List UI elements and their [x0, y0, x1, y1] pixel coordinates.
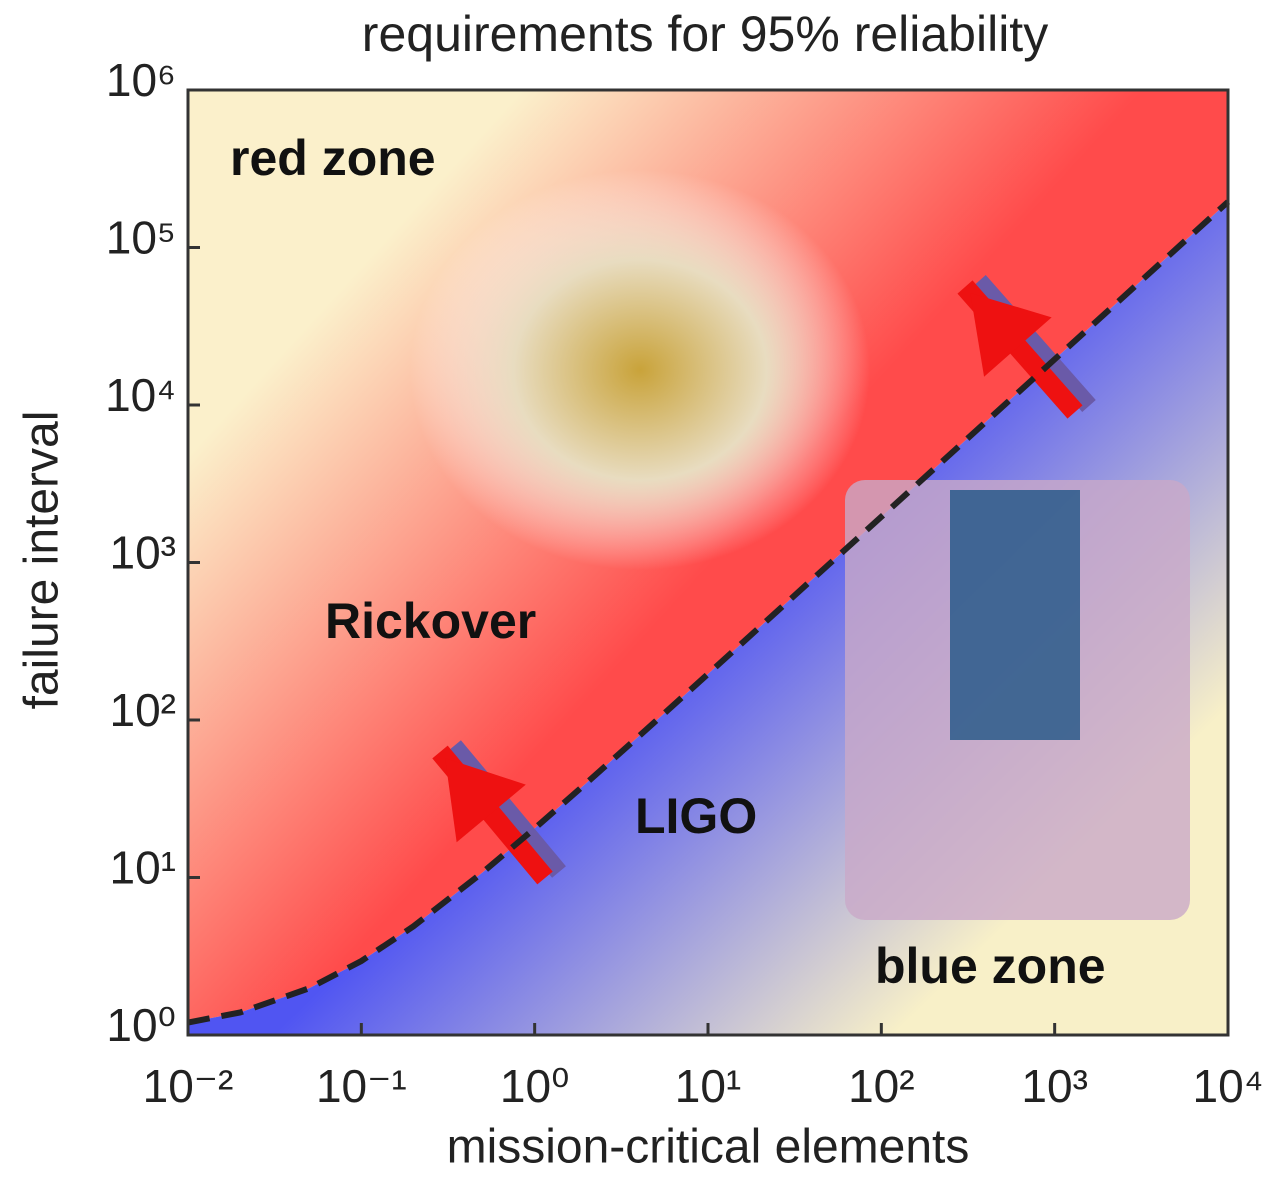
photo-rickover: [410, 170, 870, 570]
x-axis-label: mission-critical elements: [447, 1121, 970, 1174]
y-tick-label: 10¹: [110, 842, 176, 894]
y-tick-label: 10⁴: [105, 369, 176, 421]
x-tick-label: 10⁻²: [143, 1060, 234, 1112]
y-tick-label: 10²: [110, 684, 176, 736]
x-tick-label: 10³: [1021, 1060, 1087, 1112]
annotation: Rickover: [325, 593, 536, 649]
y-axis-label: failure interval: [16, 411, 69, 710]
x-tick-label: 10⁴: [1193, 1060, 1264, 1112]
annotation: red zone: [230, 130, 436, 186]
y-tick-label: 10³: [110, 527, 176, 579]
y-tick-label: 10⁵: [106, 212, 176, 264]
photo-ligo-machine: [950, 490, 1080, 740]
y-tick-label: 10⁰: [106, 999, 176, 1051]
x-tick-label: 10²: [848, 1060, 914, 1112]
x-tick-label: 10⁻¹: [316, 1060, 407, 1112]
x-tick-label: 10⁰: [500, 1060, 570, 1112]
chart-title: requirements for 95% reliability: [362, 6, 1048, 62]
y-tick-label: 10⁶: [106, 54, 176, 106]
annotation: LIGO: [635, 788, 757, 844]
chart: requirements for 95% reliability mission…: [0, 0, 1268, 1177]
annotation: blue zone: [875, 938, 1106, 994]
x-tick-label: 10¹: [675, 1060, 741, 1112]
